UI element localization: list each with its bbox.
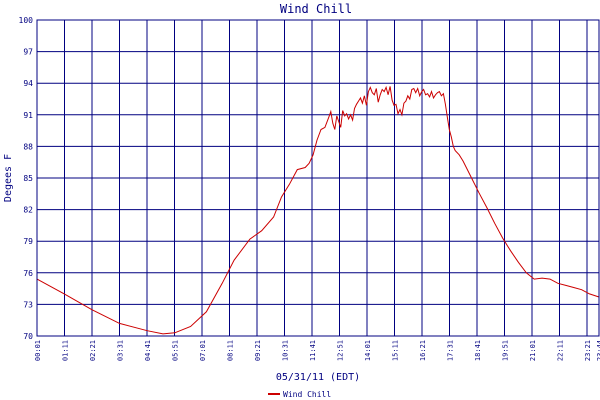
legend: Wind Chill bbox=[268, 390, 331, 399]
y-tick-label: 85 bbox=[23, 174, 33, 183]
x-tick-label: 11:41 bbox=[309, 340, 317, 361]
x-tick-label: 15:11 bbox=[392, 340, 400, 361]
x-tick-labels: 00:01 01:11 02:21 03:31 04:41 05:51 07:01 08:11… bbox=[34, 340, 600, 361]
x-tick-label: 08:11 bbox=[227, 340, 235, 361]
x-tick-label: 18:41 bbox=[474, 340, 482, 361]
y-tick-label: 94 bbox=[23, 79, 33, 88]
y-tick-label: 73 bbox=[23, 300, 33, 309]
x-tick-label: 19:51 bbox=[502, 340, 510, 361]
series-line-wind-chill bbox=[36, 85, 600, 335]
plot-frame bbox=[36, 19, 600, 337]
chart-title: Wind Chill bbox=[280, 2, 352, 16]
y-axis-label: Degees F bbox=[3, 154, 14, 202]
x-axis-label: 05/31/11 (EDT) bbox=[276, 372, 360, 383]
x-tick-label: 22:11 bbox=[557, 340, 565, 361]
x-tick-label: 23:21 bbox=[584, 340, 592, 361]
x-tick-label: 16:21 bbox=[419, 340, 427, 361]
x-tick-label: 03:31 bbox=[117, 340, 125, 361]
y-tick-label: 70 bbox=[23, 332, 33, 341]
x-tick-label: 09:21 bbox=[254, 340, 262, 361]
x-tick-label: 10:31 bbox=[282, 340, 290, 361]
y-tick-label: 91 bbox=[23, 111, 33, 120]
x-tick-label: 21:01 bbox=[529, 340, 537, 361]
grid-lines bbox=[36, 19, 600, 337]
y-tick-label: 82 bbox=[23, 206, 33, 215]
x-tick-label: 00:01 bbox=[34, 340, 42, 361]
y-tick-label: 76 bbox=[23, 269, 33, 278]
x-tick-label: 07:01 bbox=[199, 340, 207, 361]
x-tick-label: 12:51 bbox=[337, 340, 345, 361]
series-layer bbox=[36, 85, 600, 335]
y-tick-label: 88 bbox=[23, 142, 33, 151]
y-tick-labels: 70 73 76 79 82 85 88 91 94 97 100 bbox=[19, 16, 34, 341]
x-tick-label: 01:11 bbox=[62, 340, 70, 361]
x-tick-label: 05:51 bbox=[172, 340, 180, 361]
x-tick-label: 04:41 bbox=[144, 340, 152, 361]
legend-label: Wind Chill bbox=[283, 390, 331, 399]
x-tick-label: 02:21 bbox=[89, 340, 97, 361]
x-tick-label: 17:31 bbox=[447, 340, 455, 361]
y-tick-label: 79 bbox=[23, 237, 33, 246]
x-tick-label: 14:01 bbox=[364, 340, 372, 361]
y-tick-label: 97 bbox=[23, 48, 33, 57]
x-tick-label: 23:44 bbox=[596, 340, 600, 361]
y-tick-label: 100 bbox=[19, 16, 34, 25]
